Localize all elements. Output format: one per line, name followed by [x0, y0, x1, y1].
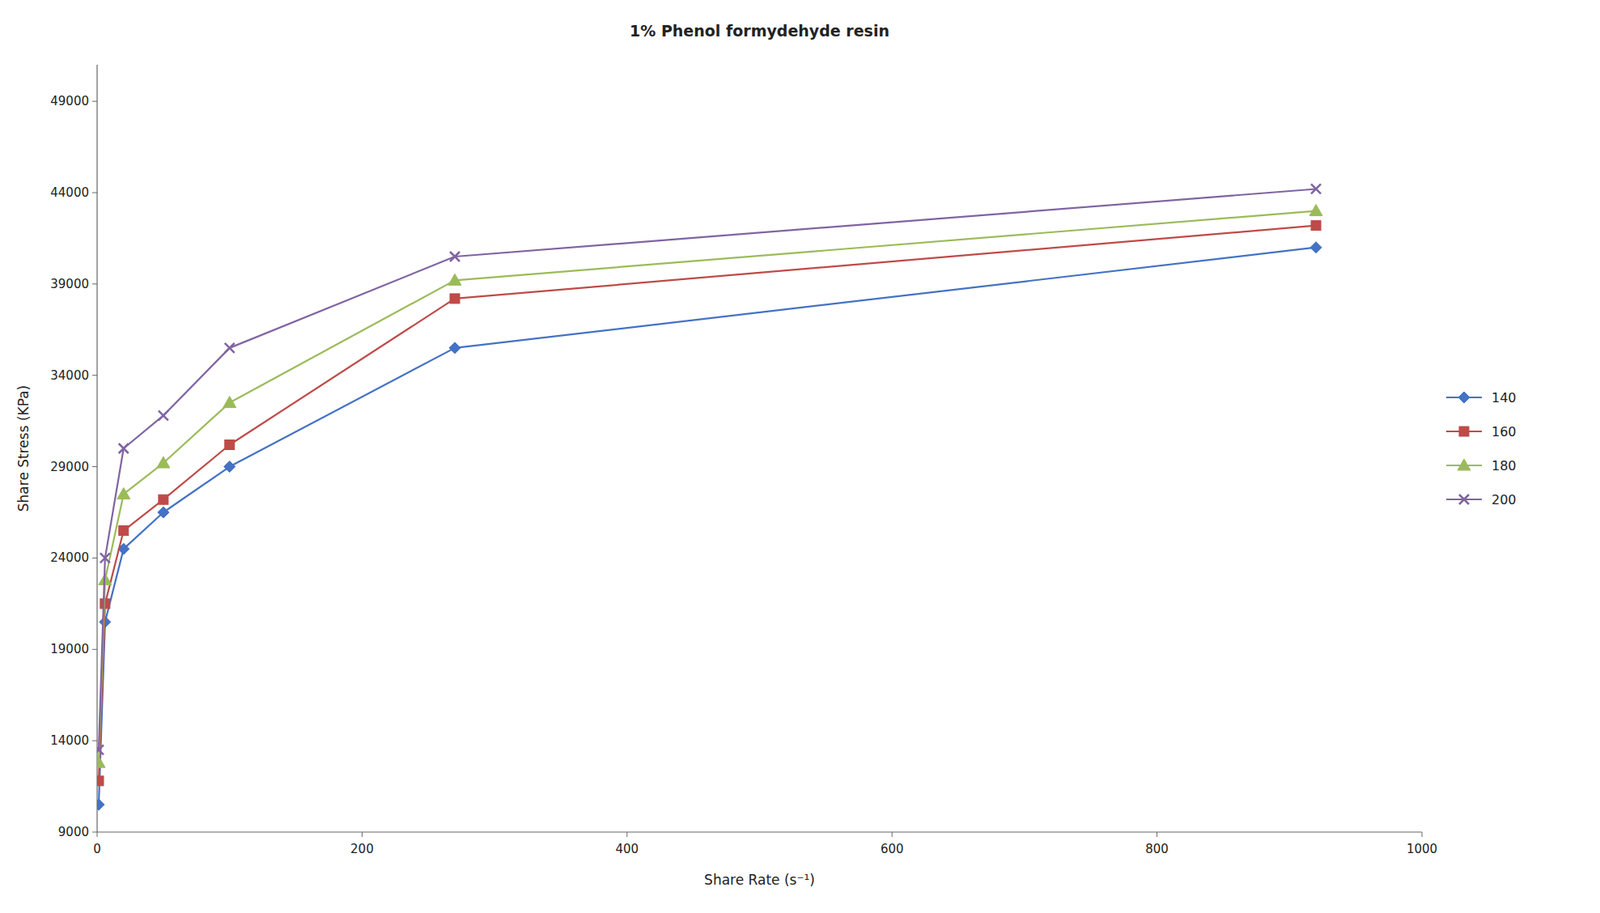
y-tick-label: 44000	[50, 185, 90, 200]
x-tick-label: 0	[93, 841, 102, 857]
x-tick	[361, 831, 363, 837]
point	[97, 798, 105, 811]
x-tick-label: 800	[1145, 841, 1169, 857]
point	[1310, 241, 1322, 254]
series	[97, 183, 1321, 755]
point	[449, 251, 460, 262]
axes: 0 200 400 600 800 1000 9000 14000 19000 24000 2900…	[50, 64, 1438, 857]
plot-data	[97, 183, 1323, 811]
point	[224, 343, 235, 353]
y-tick	[92, 192, 98, 194]
point	[448, 273, 462, 285]
x-tick-label: 200	[350, 841, 374, 857]
point	[1309, 204, 1323, 217]
point	[158, 410, 169, 421]
point	[117, 487, 131, 499]
legend-label: 160	[1491, 424, 1517, 440]
legend-marker	[1458, 391, 1470, 404]
y-tick	[92, 740, 98, 742]
point	[157, 506, 170, 518]
series-line	[98, 247, 1316, 805]
y-tick	[92, 466, 98, 467]
series	[97, 204, 1323, 769]
legend-label: 180	[1491, 458, 1517, 474]
point	[157, 456, 170, 468]
x-tick	[626, 831, 628, 837]
y-tick	[92, 649, 98, 650]
x-axis-label: Share Rate (s⁻¹)	[704, 871, 815, 888]
point	[223, 396, 237, 408]
series-line	[98, 188, 1316, 750]
legend-label: 140	[1491, 390, 1517, 406]
point	[449, 342, 461, 354]
y-tick-label: 14000	[50, 733, 90, 748]
series-line	[98, 211, 1316, 764]
y-tick-label: 34000	[50, 368, 90, 383]
y-tick-label: 49000	[50, 93, 90, 109]
legend-item: 200	[1446, 492, 1517, 508]
y-tick	[92, 831, 98, 833]
point	[97, 744, 104, 755]
y-tick-label: 39000	[50, 276, 90, 292]
legend-marker	[1459, 494, 1469, 505]
point	[97, 776, 104, 786]
point	[118, 526, 129, 536]
legend-item: 160	[1446, 424, 1517, 440]
series-line	[98, 225, 1316, 781]
legend-label: 200	[1491, 492, 1517, 508]
title: 1% Phenol formydehyde resin	[629, 21, 890, 40]
y-tick	[92, 101, 98, 102]
point	[1311, 183, 1321, 194]
x-tick-label: 600	[880, 841, 904, 857]
legend-item: 140	[1446, 390, 1517, 406]
x-tick	[1156, 831, 1158, 837]
y-tick-label: 29000	[50, 459, 90, 475]
y-axis-line	[96, 64, 98, 832]
series	[97, 220, 1321, 786]
point	[449, 293, 460, 304]
legend-marker	[1457, 458, 1471, 471]
point	[118, 443, 129, 454]
legend-item: 180	[1446, 458, 1517, 474]
y-tick	[92, 283, 98, 285]
y-tick-label: 24000	[50, 550, 90, 565]
chart: 0 200 400 600 800 1000 9000 14000 19000 24000 2900…	[0, 0, 1600, 913]
point	[224, 461, 236, 473]
point	[1311, 220, 1321, 231]
y-tick	[92, 374, 98, 376]
y-tick	[92, 557, 98, 559]
x-tick	[891, 831, 893, 837]
legend: 140 160 180 200	[1446, 390, 1517, 508]
x-tick-label: 1000	[1406, 841, 1438, 857]
x-tick	[97, 831, 98, 837]
x-tick	[1421, 831, 1423, 837]
y-tick-label: 19000	[50, 641, 90, 657]
point	[224, 439, 235, 450]
y-tick-label: 9000	[58, 824, 90, 840]
y-axis-label: Share Stress (KPa)	[15, 385, 32, 512]
point	[100, 552, 111, 563]
background	[0, 0, 1600, 913]
point	[97, 755, 106, 768]
x-axis-line	[97, 831, 1422, 832]
legend-marker	[1459, 426, 1469, 437]
point	[158, 494, 169, 505]
x-tick-label: 400	[615, 841, 639, 857]
